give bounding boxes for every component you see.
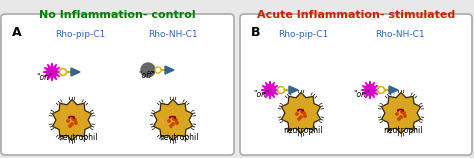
Circle shape [156,68,160,72]
Text: Rho-pip-C1: Rho-pip-C1 [55,30,105,39]
Text: "on": "on" [353,90,370,99]
Circle shape [172,123,174,125]
Circle shape [300,116,302,118]
Text: Rho-NH-C1: Rho-NH-C1 [375,30,425,39]
Circle shape [176,122,178,124]
Text: neutrophil: neutrophil [159,133,199,142]
Circle shape [72,118,74,120]
Polygon shape [361,81,379,99]
Circle shape [304,115,306,117]
Circle shape [74,119,76,121]
Text: "on": "on" [253,90,270,99]
Circle shape [404,115,406,117]
Circle shape [400,116,402,118]
Text: Rho-pip-C1: Rho-pip-C1 [278,30,328,39]
Circle shape [141,63,155,77]
Circle shape [398,118,400,120]
Text: B: B [251,26,261,39]
Circle shape [396,113,398,115]
Text: No Inflammation- control: No Inflammation- control [39,10,195,20]
Text: neutrophil: neutrophil [383,126,422,135]
Text: Rho-NH-C1: Rho-NH-C1 [148,30,198,39]
Polygon shape [71,68,80,76]
Circle shape [168,120,170,122]
Polygon shape [43,63,61,81]
Circle shape [401,111,403,113]
Circle shape [298,118,300,120]
Text: "on": "on" [36,73,53,82]
Text: "off": "off" [138,71,155,80]
Polygon shape [289,86,298,94]
FancyBboxPatch shape [240,14,472,155]
Circle shape [67,120,69,122]
Polygon shape [389,86,398,94]
Polygon shape [282,93,320,134]
Polygon shape [165,66,174,74]
Circle shape [155,67,161,73]
Circle shape [71,123,73,125]
Text: A: A [12,26,22,39]
Circle shape [69,125,71,127]
Circle shape [75,122,77,124]
Circle shape [296,113,298,115]
Polygon shape [154,100,192,140]
Polygon shape [53,100,91,140]
FancyBboxPatch shape [1,14,234,155]
Circle shape [377,86,384,94]
Circle shape [60,69,66,76]
Circle shape [170,125,172,127]
Text: Acute Inflammation- stimulated: Acute Inflammation- stimulated [257,10,455,20]
Circle shape [279,88,283,92]
Circle shape [301,111,303,113]
Circle shape [277,86,284,94]
Circle shape [379,88,383,92]
Polygon shape [261,81,279,99]
Circle shape [175,119,177,121]
Text: neutrophil: neutrophil [283,126,322,135]
Circle shape [303,112,305,114]
Text: neutrophil: neutrophil [58,133,98,142]
Circle shape [403,112,405,114]
Circle shape [173,118,175,120]
Polygon shape [382,93,420,134]
Circle shape [61,70,65,74]
